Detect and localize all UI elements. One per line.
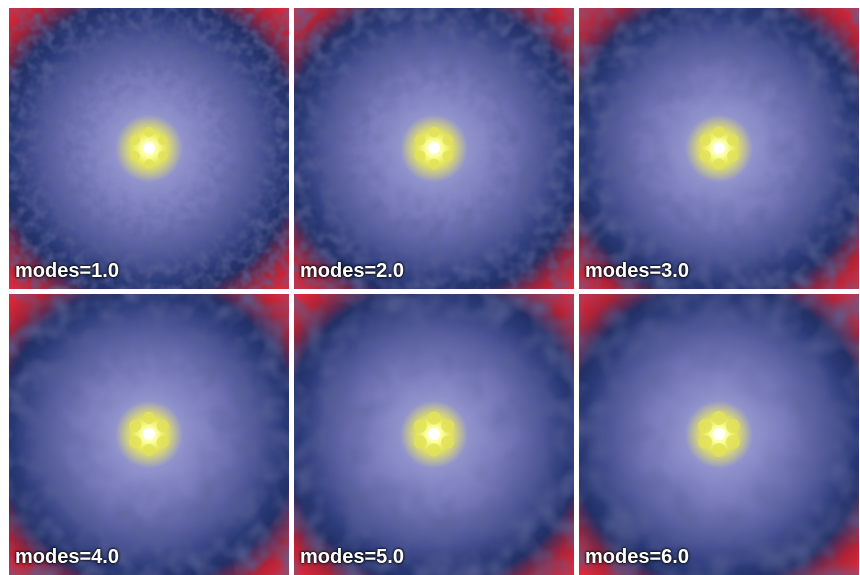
- spot: [725, 419, 740, 433]
- core: [713, 428, 725, 440]
- spot: [142, 411, 156, 425]
- spot: [413, 419, 427, 433]
- image-panel: modes=3.0: [579, 8, 859, 289]
- pattern: [294, 294, 574, 575]
- panel-label: modes=1.0: [15, 260, 119, 282]
- spot: [128, 419, 142, 433]
- panel-label: modes=4.0: [15, 546, 119, 568]
- spot: [157, 151, 168, 161]
- pattern: [9, 8, 289, 289]
- spot: [144, 159, 154, 169]
- panel-label: modes=2.0: [300, 260, 404, 282]
- spot: [727, 150, 739, 162]
- spot: [441, 435, 455, 449]
- spot: [698, 419, 713, 433]
- spot: [130, 151, 141, 161]
- panel-label: modes=6.0: [585, 546, 689, 568]
- spot: [713, 126, 725, 138]
- spot: [699, 150, 711, 162]
- spot: [130, 135, 141, 145]
- spot: [428, 126, 440, 138]
- spot: [414, 150, 426, 162]
- pattern: [294, 8, 574, 289]
- pattern: [579, 8, 859, 289]
- spot: [442, 134, 454, 146]
- core: [713, 142, 725, 154]
- core: [143, 142, 155, 154]
- spot: [712, 443, 726, 457]
- spot: [142, 443, 156, 457]
- spot: [442, 150, 454, 162]
- spot: [413, 435, 427, 449]
- spot: [427, 411, 441, 425]
- spot: [428, 158, 440, 170]
- spot: [414, 134, 426, 146]
- spot: [725, 435, 740, 449]
- spot: [156, 435, 170, 449]
- image-panel: modes=4.0: [9, 294, 289, 575]
- image-panel: modes=2.0: [294, 8, 574, 289]
- image-panel: modes=5.0: [294, 294, 574, 575]
- core: [428, 428, 440, 440]
- spot: [699, 134, 711, 146]
- spot: [128, 435, 142, 449]
- panel-label: modes=3.0: [585, 260, 689, 282]
- pattern: [9, 294, 289, 575]
- spot: [698, 435, 713, 449]
- image-panel: modes=1.0: [9, 8, 289, 289]
- spot: [157, 135, 168, 145]
- spot: [727, 134, 739, 146]
- panel-label: modes=5.0: [300, 546, 404, 568]
- spot: [712, 411, 726, 425]
- core: [428, 142, 440, 154]
- spot: [441, 419, 455, 433]
- spot: [713, 158, 725, 170]
- core: [143, 428, 155, 440]
- spot: [144, 127, 154, 137]
- spot: [427, 443, 441, 457]
- image-panel: modes=6.0: [579, 294, 859, 575]
- pattern: [579, 294, 859, 575]
- spot: [156, 419, 170, 433]
